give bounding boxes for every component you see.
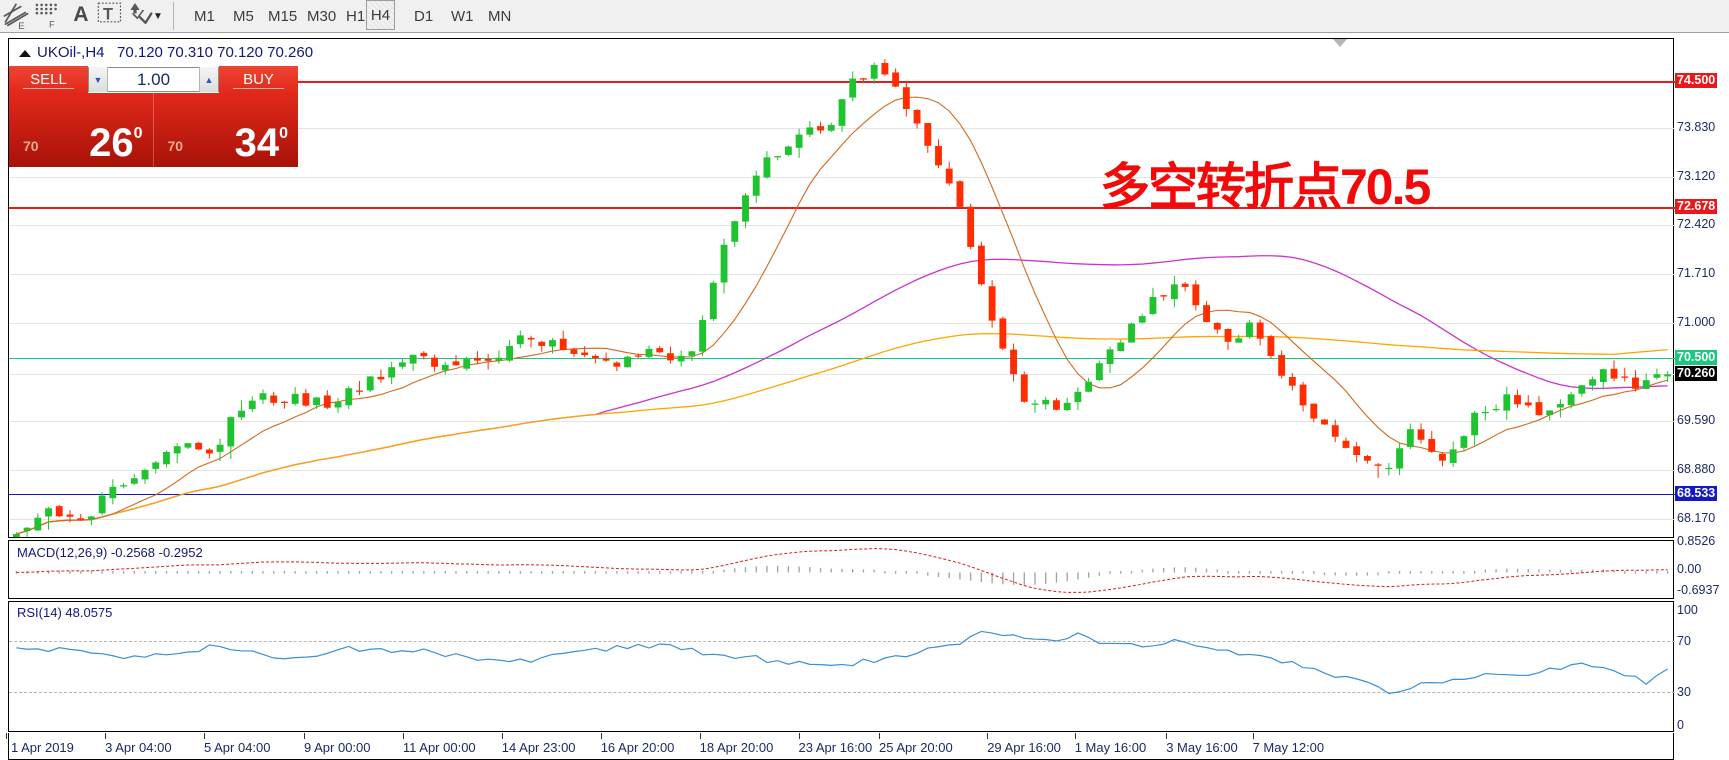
svg-text:F: F <box>49 20 54 30</box>
svg-text:E: E <box>18 21 24 30</box>
svg-text:T: T <box>103 6 113 24</box>
